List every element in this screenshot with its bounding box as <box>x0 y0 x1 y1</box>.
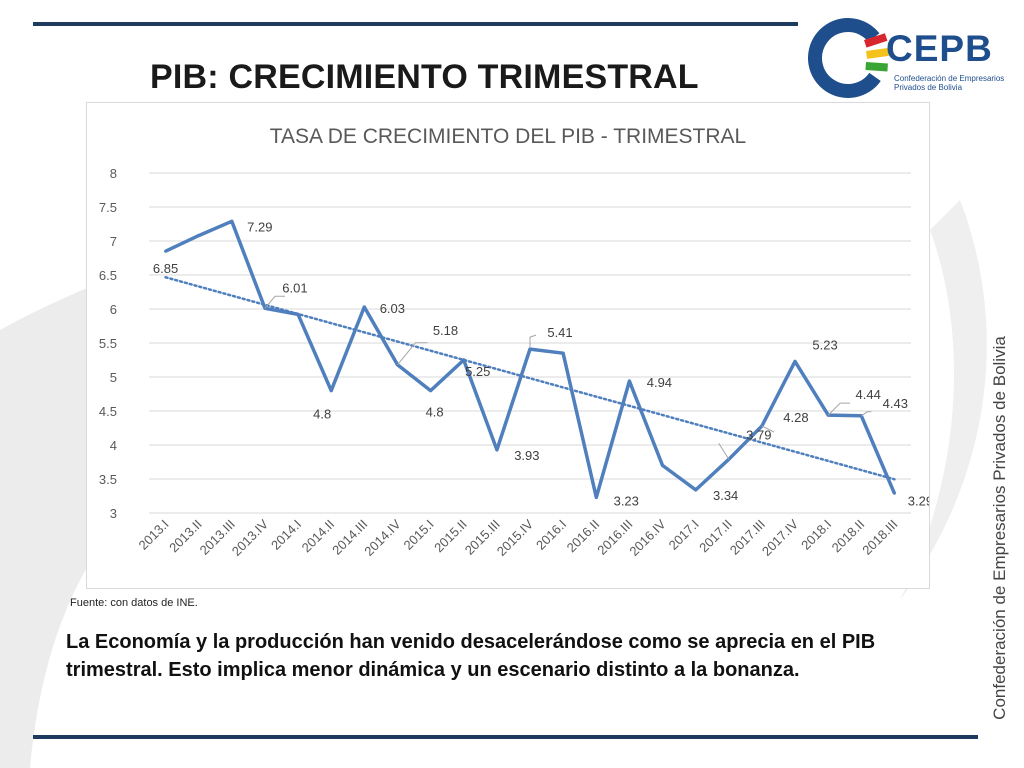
logo-subtitle-line1: Confederación de Empresarios <box>894 74 1005 83</box>
data-label: 4.43 <box>883 396 908 411</box>
data-label: 6.03 <box>380 301 405 316</box>
data-label: 3.79 <box>746 427 771 442</box>
data-label: 7.29 <box>247 219 272 234</box>
source-note: Fuente: con datos de INE. <box>70 597 198 609</box>
y-tick-label: 7.5 <box>99 200 117 215</box>
x-tick-label: 2018.I <box>798 517 834 553</box>
data-label: 4.94 <box>647 375 672 390</box>
data-point <box>561 351 565 355</box>
data-point <box>429 389 433 393</box>
side-organization-text: Confederación de Empresarios Privados de… <box>990 336 1009 720</box>
cepb-logo <box>808 18 889 98</box>
x-tick-label: 2014.I <box>268 517 304 553</box>
data-label: 4.8 <box>313 407 331 422</box>
data-point <box>661 463 665 467</box>
data-point <box>528 347 532 351</box>
data-label: 3.23 <box>614 493 639 508</box>
y-tick-label: 3 <box>110 506 117 521</box>
data-point <box>164 249 168 253</box>
slide-title: PIB: CRECIMIENTO TRIMESTRAL <box>150 58 699 96</box>
y-tick-label: 5.5 <box>99 336 117 351</box>
chart-title: TASA DE CRECIMIENTO DEL PIB - TRIMESTRAL <box>270 125 746 148</box>
data-point <box>296 312 300 316</box>
data-point <box>495 448 499 452</box>
data-label: 3.29 <box>908 493 929 508</box>
x-tick-label: 2016.I <box>533 517 569 553</box>
y-tick-label: 6 <box>110 302 117 317</box>
data-point <box>627 379 631 383</box>
data-label-leader <box>718 443 730 460</box>
data-point <box>462 358 466 362</box>
y-tick-label: 5 <box>110 370 117 385</box>
data-label: 4.44 <box>856 387 881 402</box>
data-point <box>594 495 598 499</box>
data-point <box>362 305 366 309</box>
x-tick-label: 2015.IV <box>494 516 537 559</box>
x-tick-label: 2017.IV <box>759 516 802 559</box>
data-label: 3.93 <box>514 448 539 463</box>
data-label-leader <box>761 425 775 433</box>
y-tick-label: 3.5 <box>99 472 117 487</box>
logo-subtitle-line2: Privados de Bolivia <box>894 83 963 92</box>
data-label-leader <box>827 402 851 416</box>
data-label: 5.23 <box>812 337 837 352</box>
bottom-rule <box>33 735 978 739</box>
data-label: 4.28 <box>783 410 808 425</box>
gdp-growth-chart: TASA DE CRECIMIENTO DEL PIB - TRIMESTRAL… <box>99 125 933 559</box>
y-tick-label: 4 <box>110 438 117 453</box>
x-tick-label: 2014.IV <box>361 516 404 559</box>
data-label: 4.8 <box>426 405 444 420</box>
top-rule <box>33 22 798 26</box>
chart-container: TASA DE CRECIMIENTO DEL PIB - TRIMESTRAL… <box>86 102 933 589</box>
data-point <box>694 488 698 492</box>
x-tick-label: 2013.IV <box>229 516 272 559</box>
data-label: 5.41 <box>547 325 572 340</box>
data-point <box>230 219 234 223</box>
data-label: 3.34 <box>713 488 738 503</box>
y-tick-label: 4.5 <box>99 404 117 419</box>
data-label-leader <box>861 411 872 417</box>
data-label-leader <box>529 334 537 348</box>
data-point <box>197 234 201 238</box>
body-text: La Economía y la producción han venido d… <box>66 631 876 681</box>
logo-subtitle: Confederación de Empresarios Privados de… <box>894 74 1004 92</box>
data-label-leader <box>397 342 428 366</box>
data-label: 6.85 <box>153 261 178 276</box>
y-tick-label: 8 <box>110 166 117 181</box>
data-label: 6.01 <box>282 280 307 295</box>
data-label: 5.25 <box>465 364 490 379</box>
x-tick-label: 2013.I <box>136 517 172 553</box>
data-label-leader <box>264 295 285 309</box>
data-point <box>329 389 333 393</box>
data-label: 5.18 <box>433 323 458 338</box>
x-tick-label: 2016.IV <box>626 516 669 559</box>
data-point <box>793 359 797 363</box>
y-tick-label: 6.5 <box>99 268 117 283</box>
x-tick-label: 2018.III <box>859 517 900 558</box>
data-point <box>892 491 896 495</box>
x-tick-label: 2015.I <box>401 517 437 553</box>
y-tick-label: 7 <box>110 234 117 249</box>
x-tick-label: 2017.I <box>666 517 702 553</box>
logo-name: CEPB <box>886 28 993 69</box>
